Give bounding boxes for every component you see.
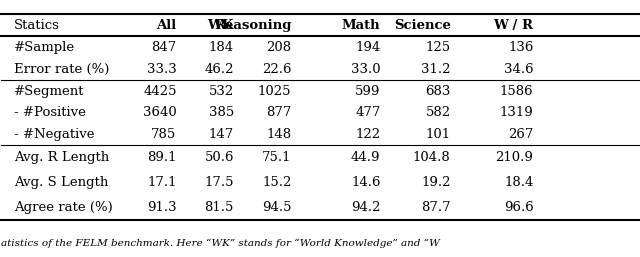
- Text: 94.5: 94.5: [262, 201, 291, 214]
- Text: 31.2: 31.2: [421, 63, 451, 76]
- Text: Science: Science: [394, 19, 451, 32]
- Text: 148: 148: [266, 128, 291, 141]
- Text: 101: 101: [426, 128, 451, 141]
- Text: 532: 532: [209, 85, 234, 98]
- Text: Error rate (%): Error rate (%): [14, 63, 109, 76]
- Text: 50.6: 50.6: [204, 151, 234, 164]
- Text: WK: WK: [207, 19, 234, 32]
- Text: W / R: W / R: [493, 19, 534, 32]
- Text: 18.4: 18.4: [504, 176, 534, 189]
- Text: 1025: 1025: [258, 85, 291, 98]
- Text: 46.2: 46.2: [204, 63, 234, 76]
- Text: 17.5: 17.5: [204, 176, 234, 189]
- Text: 210.9: 210.9: [495, 151, 534, 164]
- Text: - #Negative: - #Negative: [14, 128, 95, 141]
- Text: 582: 582: [426, 106, 451, 119]
- Text: 599: 599: [355, 85, 381, 98]
- Text: 847: 847: [152, 41, 177, 54]
- Text: 22.6: 22.6: [262, 63, 291, 76]
- Text: 104.8: 104.8: [413, 151, 451, 164]
- Text: 96.6: 96.6: [504, 201, 534, 214]
- Text: 267: 267: [508, 128, 534, 141]
- Text: 385: 385: [209, 106, 234, 119]
- Text: Statics: Statics: [14, 19, 60, 32]
- Text: 4425: 4425: [143, 85, 177, 98]
- Text: 184: 184: [209, 41, 234, 54]
- Text: 1319: 1319: [500, 106, 534, 119]
- Text: 122: 122: [355, 128, 381, 141]
- Text: All: All: [156, 19, 177, 32]
- Text: 33.3: 33.3: [147, 63, 177, 76]
- Text: 14.6: 14.6: [351, 176, 381, 189]
- Text: 89.1: 89.1: [147, 151, 177, 164]
- Text: Avg. S Length: Avg. S Length: [14, 176, 109, 189]
- Text: Agree rate (%): Agree rate (%): [14, 201, 113, 214]
- Text: - #Positive: - #Positive: [14, 106, 86, 119]
- Text: 19.2: 19.2: [421, 176, 451, 189]
- Text: atistics of the FELM benchmark. Here “WK” stands for “World Knowledge” and “W: atistics of the FELM benchmark. Here “WK…: [1, 238, 440, 247]
- Text: 94.2: 94.2: [351, 201, 381, 214]
- Text: Avg. R Length: Avg. R Length: [14, 151, 109, 164]
- Text: 208: 208: [266, 41, 291, 54]
- Text: 3640: 3640: [143, 106, 177, 119]
- Text: 33.0: 33.0: [351, 63, 381, 76]
- Text: 75.1: 75.1: [262, 151, 291, 164]
- Text: 1586: 1586: [500, 85, 534, 98]
- Text: #Sample: #Sample: [14, 41, 76, 54]
- Text: 81.5: 81.5: [205, 201, 234, 214]
- Text: #Segment: #Segment: [14, 85, 84, 98]
- Text: Math: Math: [342, 19, 381, 32]
- Text: 477: 477: [355, 106, 381, 119]
- Text: 91.3: 91.3: [147, 201, 177, 214]
- Text: 785: 785: [152, 128, 177, 141]
- Text: 147: 147: [209, 128, 234, 141]
- Text: 34.6: 34.6: [504, 63, 534, 76]
- Text: Reasoning: Reasoning: [214, 19, 291, 32]
- Text: 136: 136: [508, 41, 534, 54]
- Text: 125: 125: [426, 41, 451, 54]
- Text: 194: 194: [355, 41, 381, 54]
- Text: 15.2: 15.2: [262, 176, 291, 189]
- Text: 87.7: 87.7: [421, 201, 451, 214]
- Text: 683: 683: [425, 85, 451, 98]
- Text: 44.9: 44.9: [351, 151, 381, 164]
- Text: 877: 877: [266, 106, 291, 119]
- Text: 17.1: 17.1: [147, 176, 177, 189]
